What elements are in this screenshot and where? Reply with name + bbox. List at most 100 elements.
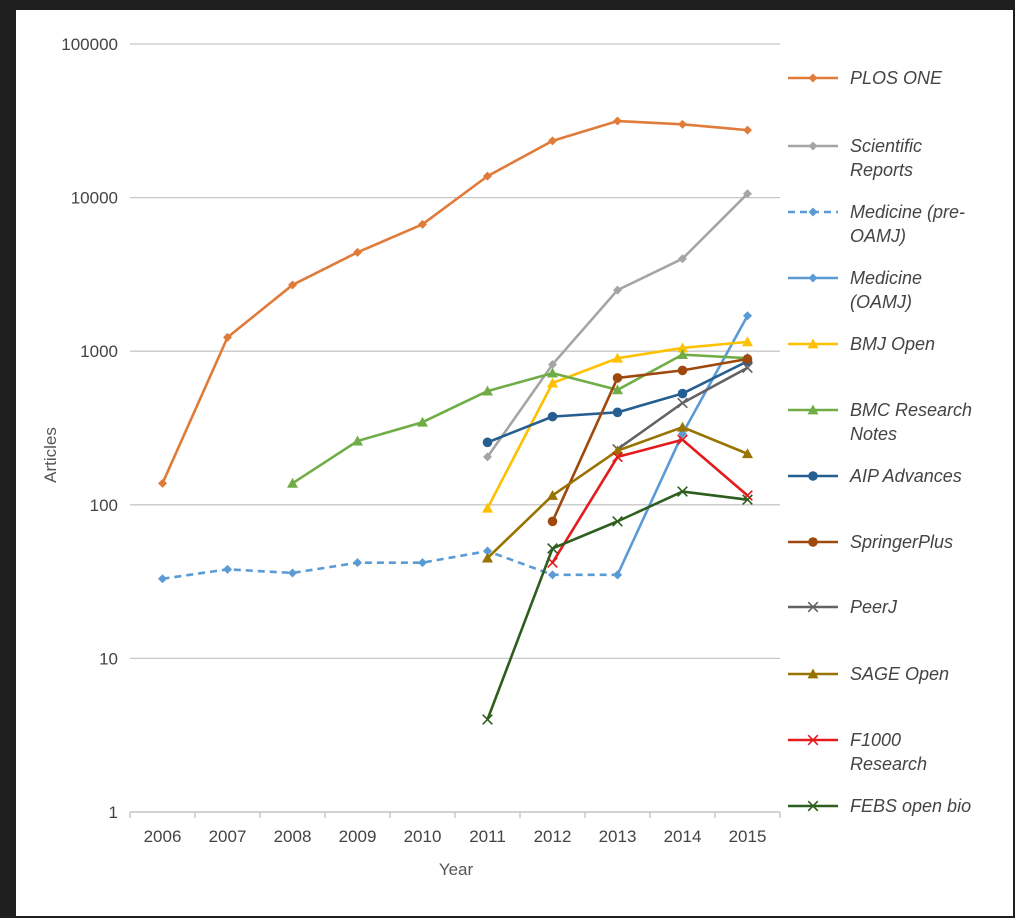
data-point <box>288 280 297 290</box>
data-point <box>547 489 558 500</box>
x-tick-label: 2010 <box>404 827 442 846</box>
legend-swatch-marker <box>807 404 819 415</box>
legend-label: BMC Research Notes <box>850 400 972 444</box>
series-2 <box>158 546 622 584</box>
data-point <box>612 516 623 527</box>
legend-item: Scientific Reports <box>788 136 922 180</box>
series-line <box>486 192 749 458</box>
data-point <box>613 285 622 295</box>
legend-swatch-marker <box>807 338 819 349</box>
legend-item: FEBS open bio <box>788 796 971 816</box>
data-point <box>548 359 557 369</box>
data-point <box>742 362 753 374</box>
data-point <box>612 384 623 395</box>
legend-swatch-marker <box>807 800 819 812</box>
legend-swatch-marker <box>808 207 818 217</box>
data-point <box>743 189 752 199</box>
data-point <box>677 421 688 432</box>
legend-item: Medicine (OAMJ) <box>788 268 922 312</box>
series-line <box>162 549 618 581</box>
legend-label-line: AIP Advances <box>849 466 962 486</box>
legend-swatch-marker <box>807 668 819 679</box>
data-point <box>742 354 753 364</box>
data-point <box>678 119 687 129</box>
x-axis-ticks: 2006 2007 2008 2009 2010 2011 2012 2013 2014 2015 <box>144 827 767 846</box>
y-axis-label: Articles <box>41 427 60 483</box>
data-point <box>418 219 427 229</box>
legend-label: BMJ Open <box>850 334 935 354</box>
x-tick-label: 2009 <box>339 827 377 846</box>
series-line <box>161 119 748 484</box>
legend-label: F1000 Research <box>850 730 927 774</box>
y-axis-ticks: 1 10 100 1000 10000 100000 <box>61 35 118 822</box>
legend-label-line: SpringerPlus <box>850 532 953 552</box>
data-point <box>418 558 427 568</box>
series-7 <box>547 354 753 527</box>
legend-label: PeerJ <box>850 597 898 617</box>
data-point <box>288 568 297 578</box>
y-tick-label: 10 <box>99 649 118 668</box>
data-point <box>353 247 362 257</box>
legend-swatch-marker <box>807 734 819 746</box>
data-point <box>677 365 688 376</box>
legend-swatch-marker <box>808 537 818 547</box>
data-point <box>352 435 363 446</box>
data-point <box>612 373 623 383</box>
data-point <box>287 477 298 488</box>
series-11 <box>482 486 753 725</box>
data-point <box>547 367 558 378</box>
data-point <box>677 486 688 497</box>
legend-label-line: PeerJ <box>850 597 898 617</box>
data-point <box>353 558 362 568</box>
series-line <box>291 353 748 485</box>
x-tick-label: 2012 <box>534 827 572 846</box>
data-point <box>678 254 687 264</box>
legend-label-line: BMC Research <box>850 400 972 420</box>
legend-label-line: Reports <box>850 160 913 180</box>
series-line <box>551 357 748 522</box>
legend-item: F1000 Research <box>788 730 927 774</box>
data-point <box>482 502 493 513</box>
legend-label-line: (OAMJ) <box>850 292 912 312</box>
legend-label-line: Scientific <box>850 136 922 156</box>
legend-label-line: Medicine <box>850 268 922 288</box>
legend-swatch-marker <box>808 73 818 83</box>
data-point <box>677 349 688 360</box>
data-point <box>613 570 622 580</box>
data-point <box>742 494 753 506</box>
legend-label-line: PLOS ONE <box>850 68 943 88</box>
data-point <box>223 332 232 342</box>
data-point <box>677 434 688 446</box>
legend-label: SAGE Open <box>850 664 949 684</box>
data-point <box>483 452 492 462</box>
data-point <box>743 311 752 321</box>
legend-label-line: SAGE Open <box>850 664 949 684</box>
legend-label-line: OAMJ) <box>850 226 906 246</box>
x-tick-label: 2015 <box>729 827 767 846</box>
data-point <box>677 388 688 399</box>
data-point <box>548 570 557 580</box>
gridlines <box>129 43 781 818</box>
legend-item: AIP Advances <box>788 466 962 486</box>
x-tick-label: 2011 <box>469 827 506 846</box>
data-point <box>223 564 232 574</box>
legend-label-line: Research <box>850 754 927 774</box>
legend-label-line: BMJ Open <box>850 334 935 354</box>
y-tick-label: 100000 <box>61 35 118 54</box>
data-point <box>547 377 558 388</box>
data-point <box>547 411 558 422</box>
legend-item: Medicine (pre- OAMJ) <box>788 202 965 246</box>
legend-label: AIP Advances <box>849 466 962 486</box>
series-lines <box>158 116 753 725</box>
x-tick-label: 2006 <box>144 827 182 846</box>
legend-label: Scientific Reports <box>850 136 922 180</box>
series-0 <box>158 116 752 488</box>
legend-label-line: Medicine (pre- <box>850 202 965 222</box>
data-point <box>612 445 623 456</box>
x-tick-label: 2014 <box>664 827 702 846</box>
x-tick-label: 2013 <box>599 827 637 846</box>
legend-label-line: F1000 <box>850 730 901 750</box>
data-point <box>742 448 753 459</box>
series-9 <box>482 421 753 563</box>
